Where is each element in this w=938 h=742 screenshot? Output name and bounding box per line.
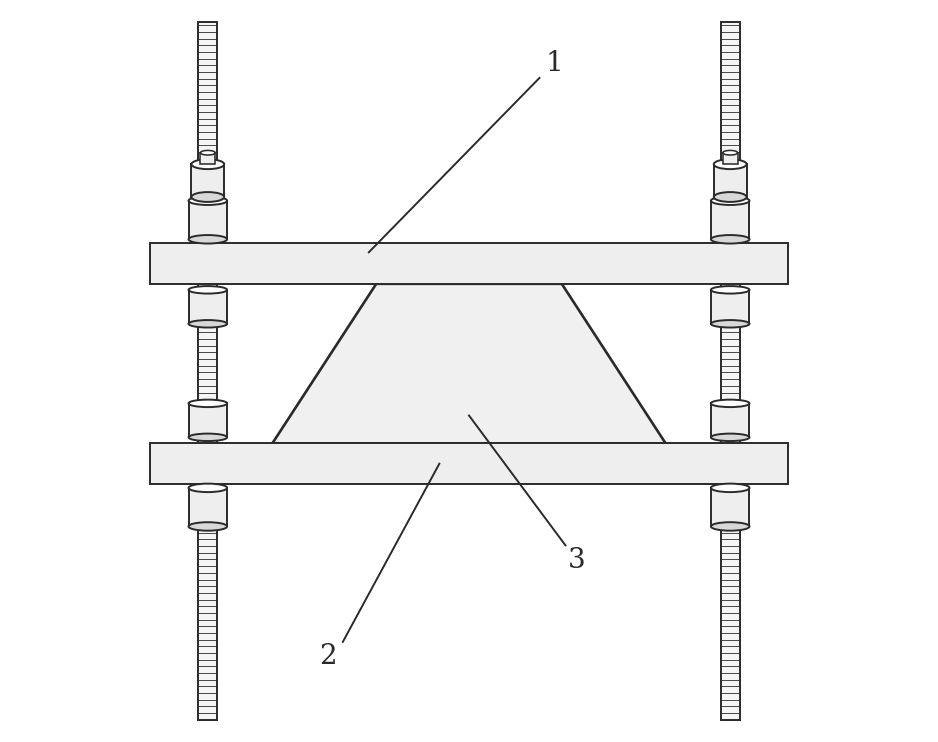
Polygon shape	[711, 290, 749, 324]
Ellipse shape	[714, 160, 747, 169]
Ellipse shape	[189, 400, 227, 407]
Polygon shape	[189, 200, 227, 239]
Polygon shape	[711, 404, 749, 437]
Polygon shape	[191, 164, 224, 197]
Polygon shape	[272, 283, 666, 443]
Polygon shape	[189, 488, 227, 527]
Polygon shape	[714, 164, 747, 197]
Ellipse shape	[189, 484, 227, 492]
Ellipse shape	[711, 286, 749, 294]
Ellipse shape	[189, 522, 227, 531]
Polygon shape	[150, 443, 788, 485]
Polygon shape	[189, 290, 227, 324]
Ellipse shape	[191, 160, 224, 169]
Polygon shape	[198, 22, 218, 720]
Polygon shape	[720, 22, 740, 720]
Text: 3: 3	[567, 547, 585, 574]
Polygon shape	[189, 404, 227, 437]
Ellipse shape	[191, 192, 224, 202]
Text: 1: 1	[546, 50, 563, 76]
Polygon shape	[711, 488, 749, 527]
Ellipse shape	[711, 197, 749, 205]
Ellipse shape	[189, 235, 227, 243]
Ellipse shape	[723, 151, 737, 155]
Ellipse shape	[189, 286, 227, 294]
Ellipse shape	[189, 197, 227, 205]
Polygon shape	[150, 243, 788, 283]
Ellipse shape	[189, 433, 227, 441]
Ellipse shape	[711, 400, 749, 407]
Ellipse shape	[711, 320, 749, 327]
Polygon shape	[711, 200, 749, 239]
Polygon shape	[201, 153, 215, 164]
Polygon shape	[723, 153, 737, 164]
Ellipse shape	[714, 192, 747, 202]
Ellipse shape	[711, 522, 749, 531]
Ellipse shape	[189, 320, 227, 327]
Text: 2: 2	[319, 643, 337, 670]
Ellipse shape	[201, 151, 215, 155]
Ellipse shape	[711, 484, 749, 492]
Ellipse shape	[711, 235, 749, 243]
Ellipse shape	[711, 433, 749, 441]
